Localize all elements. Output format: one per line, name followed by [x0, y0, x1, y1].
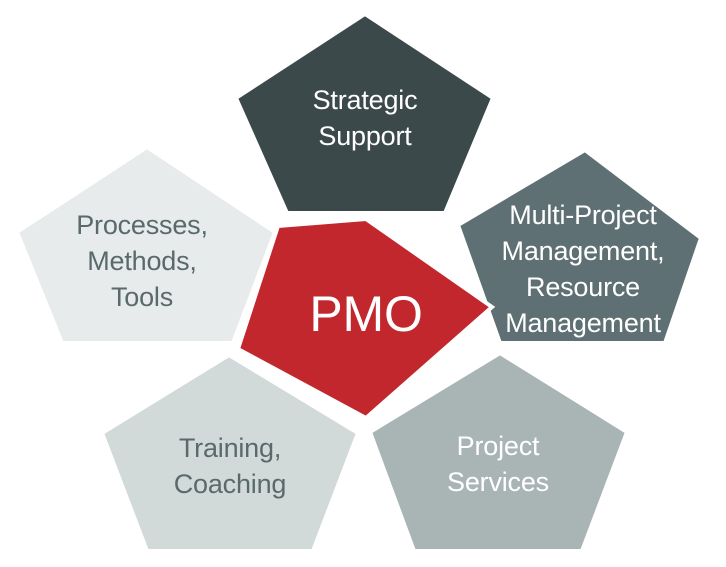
label-pmo: PMO [266, 284, 466, 344]
pentagon-multi-project-management [455, 147, 704, 345]
label-strategic-support: Strategic Support [255, 82, 475, 154]
pentagon-strategic-support [233, 11, 496, 215]
label-processes-methods-tools: Processes, Methods, Tools [32, 207, 252, 315]
label-line: Coaching [173, 469, 287, 499]
label-line: Services [447, 467, 549, 497]
pentagon-pmo-center [235, 216, 496, 421]
label-line: Processes, [76, 210, 208, 240]
label-line: Tools [110, 282, 174, 312]
pentagon-processes-methods-tools [14, 144, 278, 345]
label-line: Management, [501, 236, 665, 266]
label-line: Project [456, 431, 540, 461]
pentagon-training-coaching [99, 352, 361, 553]
label-line: Strategic [312, 85, 418, 115]
label-line: Methods, [87, 246, 197, 276]
pentagon-project-services [367, 350, 630, 553]
label-line: Support [318, 121, 412, 151]
label-line: Training, [178, 433, 282, 463]
label-project-services: Project Services [388, 428, 608, 500]
label-line: Resource [526, 272, 640, 302]
label-multi-project-management: Multi-Project Management, Resource Manag… [473, 197, 693, 341]
label-line: PMO [309, 286, 423, 342]
label-line: Management [505, 308, 661, 338]
label-line: Multi-Project [509, 200, 657, 230]
label-training-coaching: Training, Coaching [120, 430, 340, 502]
